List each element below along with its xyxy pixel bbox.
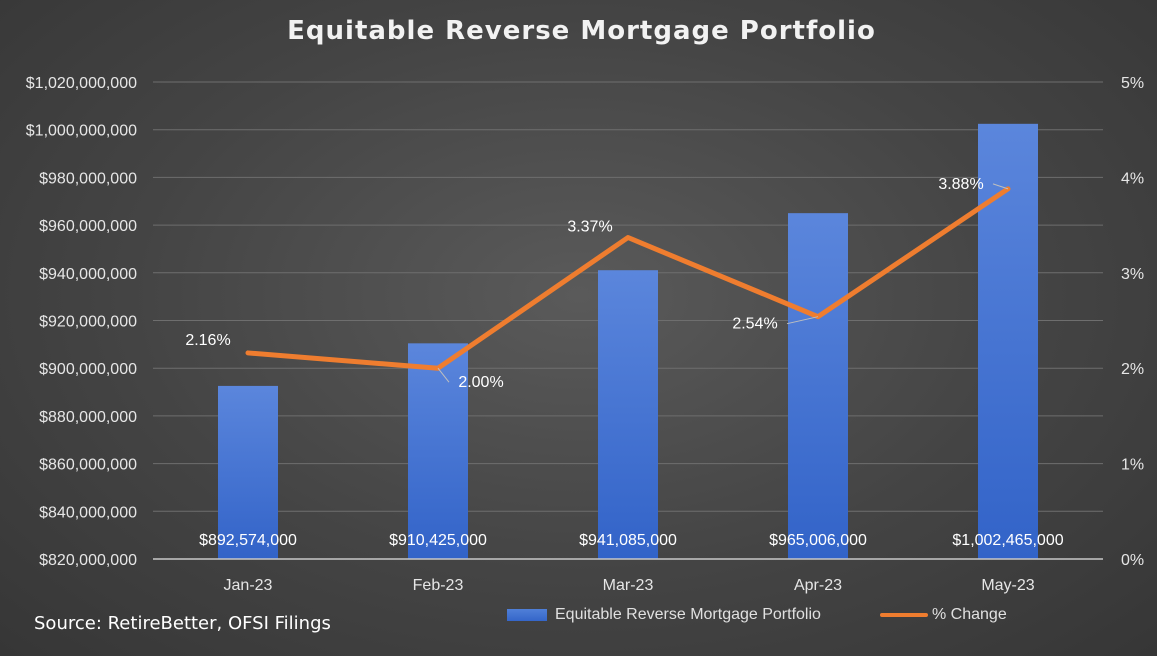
y-right-tick-label: 1%: [1121, 457, 1144, 474]
line-data-label: 2.54%: [732, 316, 777, 333]
bar: [218, 385, 278, 559]
data-label-leader: [992, 183, 1009, 190]
line-data-label: 3.88%: [938, 176, 983, 193]
legend-item-portfolio: Equitable Reverse Mortgage Portfolio: [507, 606, 821, 624]
y-left-tick-label: $840,000,000: [39, 504, 137, 521]
y-left-tick-label: $820,000,000: [39, 552, 137, 569]
bar-data-label: $910,425,000: [389, 532, 487, 549]
y-right-tick-label: 3%: [1121, 266, 1144, 283]
y-left-tick-label: $880,000,000: [39, 409, 137, 426]
x-tick-label: May-23: [981, 577, 1034, 594]
bar: [408, 343, 468, 559]
y-left-tick-label: $860,000,000: [39, 457, 137, 474]
bar-data-label: $1,002,465,000: [952, 532, 1063, 549]
y-left-tick-label: $980,000,000: [39, 170, 137, 187]
legend-label-portfolio: Equitable Reverse Mortgage Portfolio: [555, 606, 821, 623]
y-right-tick-label: 4%: [1121, 170, 1144, 187]
y-left-tick-label: $900,000,000: [39, 361, 137, 378]
y-left-tick-label: $1,000,000,000: [26, 123, 137, 140]
y-left-tick-label: $940,000,000: [39, 266, 137, 283]
bar: [598, 270, 658, 559]
bar: [788, 213, 848, 559]
x-tick-label: Feb-23: [413, 577, 464, 594]
bar: [978, 123, 1038, 559]
x-tick-label: Apr-23: [794, 577, 842, 594]
y-left-tick-label: $1,020,000,000: [26, 75, 137, 92]
line-data-label: 3.37%: [567, 219, 612, 236]
legend-swatch-bar: [507, 608, 547, 621]
y-left-tick-label: $920,000,000: [39, 314, 137, 331]
legend-item-change: % Change: [880, 606, 1007, 624]
line-data-label: 2.00%: [458, 374, 503, 391]
chart-title: Equitable Reverse Mortgage Portfolio: [287, 16, 876, 46]
legend-label-change: % Change: [932, 606, 1007, 623]
data-label-leader: [437, 367, 450, 383]
y-right-tick-label: 2%: [1121, 361, 1144, 378]
y-left-tick-label: $960,000,000: [39, 218, 137, 235]
x-tick-label: Mar-23: [603, 577, 654, 594]
bar-data-label: $965,006,000: [769, 532, 867, 549]
y-right-tick-label: 5%: [1121, 75, 1144, 92]
y-right-tick-label: 0%: [1121, 552, 1144, 569]
bar-data-label: $941,085,000: [579, 532, 677, 549]
bar-data-label: $892,574,000: [199, 532, 297, 549]
line-data-label: 2.16%: [185, 332, 230, 349]
legend-swatch-line: [880, 612, 928, 617]
x-tick-label: Jan-23: [224, 577, 273, 594]
line-series-change: [245, 186, 1011, 371]
source-note: Source: RetireBetter, OFSI Filings: [34, 613, 331, 634]
data-label-leader: [786, 316, 819, 325]
